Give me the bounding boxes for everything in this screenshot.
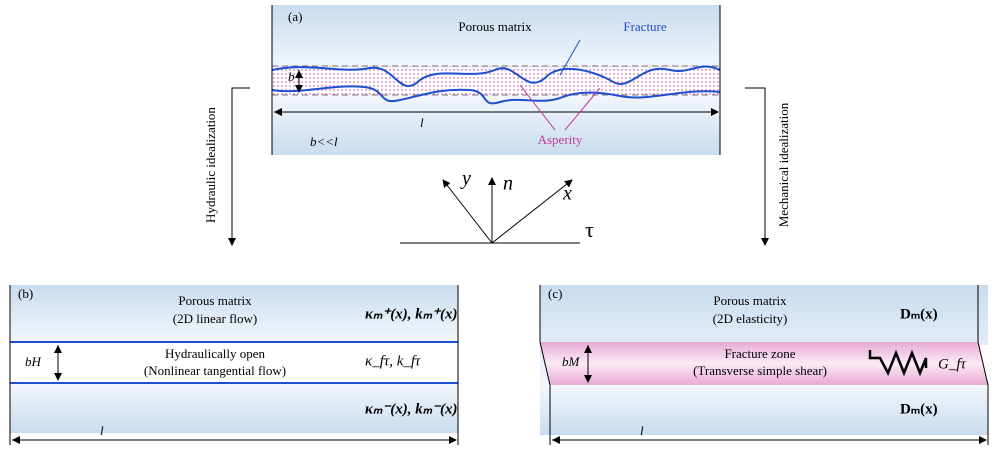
mechanical-arrow — [745, 88, 765, 245]
axis-label: y — [460, 168, 471, 190]
matrix-label: Porous matrix — [713, 293, 787, 308]
matrix-sub: (2D elasticity) — [713, 311, 788, 326]
matrix-bottom — [272, 95, 720, 155]
length-label: l — [100, 423, 104, 438]
panel-label: (a) — [288, 9, 302, 24]
length-label: l — [420, 115, 424, 130]
matrix-sub: (2D linear flow) — [173, 311, 257, 326]
zone-label: Fracture zone — [724, 346, 795, 361]
props: Dₘ(x) — [900, 306, 938, 322]
matrix-label: Porous matrix — [458, 19, 532, 34]
mechanical-label: Mechanical idealization — [776, 102, 791, 227]
panel-label: (c) — [548, 286, 562, 301]
axis-label: n — [503, 173, 513, 195]
props: Dₘ(x) — [900, 401, 938, 417]
zone-sub: (Transverse simple shear) — [693, 363, 827, 378]
props: κₘ⁻(x), kₘ⁻(x) — [365, 401, 457, 417]
matrix-top — [272, 5, 720, 70]
panel-c: (c) Porous matrix (2D elasticity) Dₘ(x) … — [540, 285, 988, 445]
aperture-label: bH — [25, 354, 42, 369]
diagram: (a) Porous matrix Fracture b l b<<l Aspe… — [0, 0, 998, 450]
aperture-label: bM — [562, 354, 581, 369]
ratio-label: b<<l — [310, 134, 338, 149]
panel-label: (b) — [18, 286, 33, 301]
axes — [400, 178, 580, 243]
matrix-label: Porous matrix — [178, 293, 252, 308]
props: κₘ⁺(x), kₘ⁺(x) — [365, 306, 457, 322]
fracture-label: Fracture — [623, 19, 667, 34]
spring-label: G_fτ — [938, 356, 967, 372]
panel-a: (a) Porous matrix Fracture b l b<<l Aspe… — [272, 5, 720, 155]
open-sub: (Nonlinear tangential flow) — [144, 363, 286, 378]
props: κ_fτ, k_fτ — [365, 353, 421, 369]
hydraulic-label: Hydraulic idealization — [203, 107, 218, 223]
asperity-label: Asperity — [538, 132, 583, 147]
aperture-label: b — [288, 69, 295, 84]
panel-b: (b) Porous matrix (2D linear flow) κₘ⁺(x… — [10, 285, 458, 445]
open-label: Hydraulically open — [165, 346, 265, 361]
hydraulic-arrow — [232, 88, 250, 245]
axis-label: x — [562, 183, 572, 205]
axis-label: τ — [585, 217, 594, 242]
length-label: l — [640, 423, 644, 438]
